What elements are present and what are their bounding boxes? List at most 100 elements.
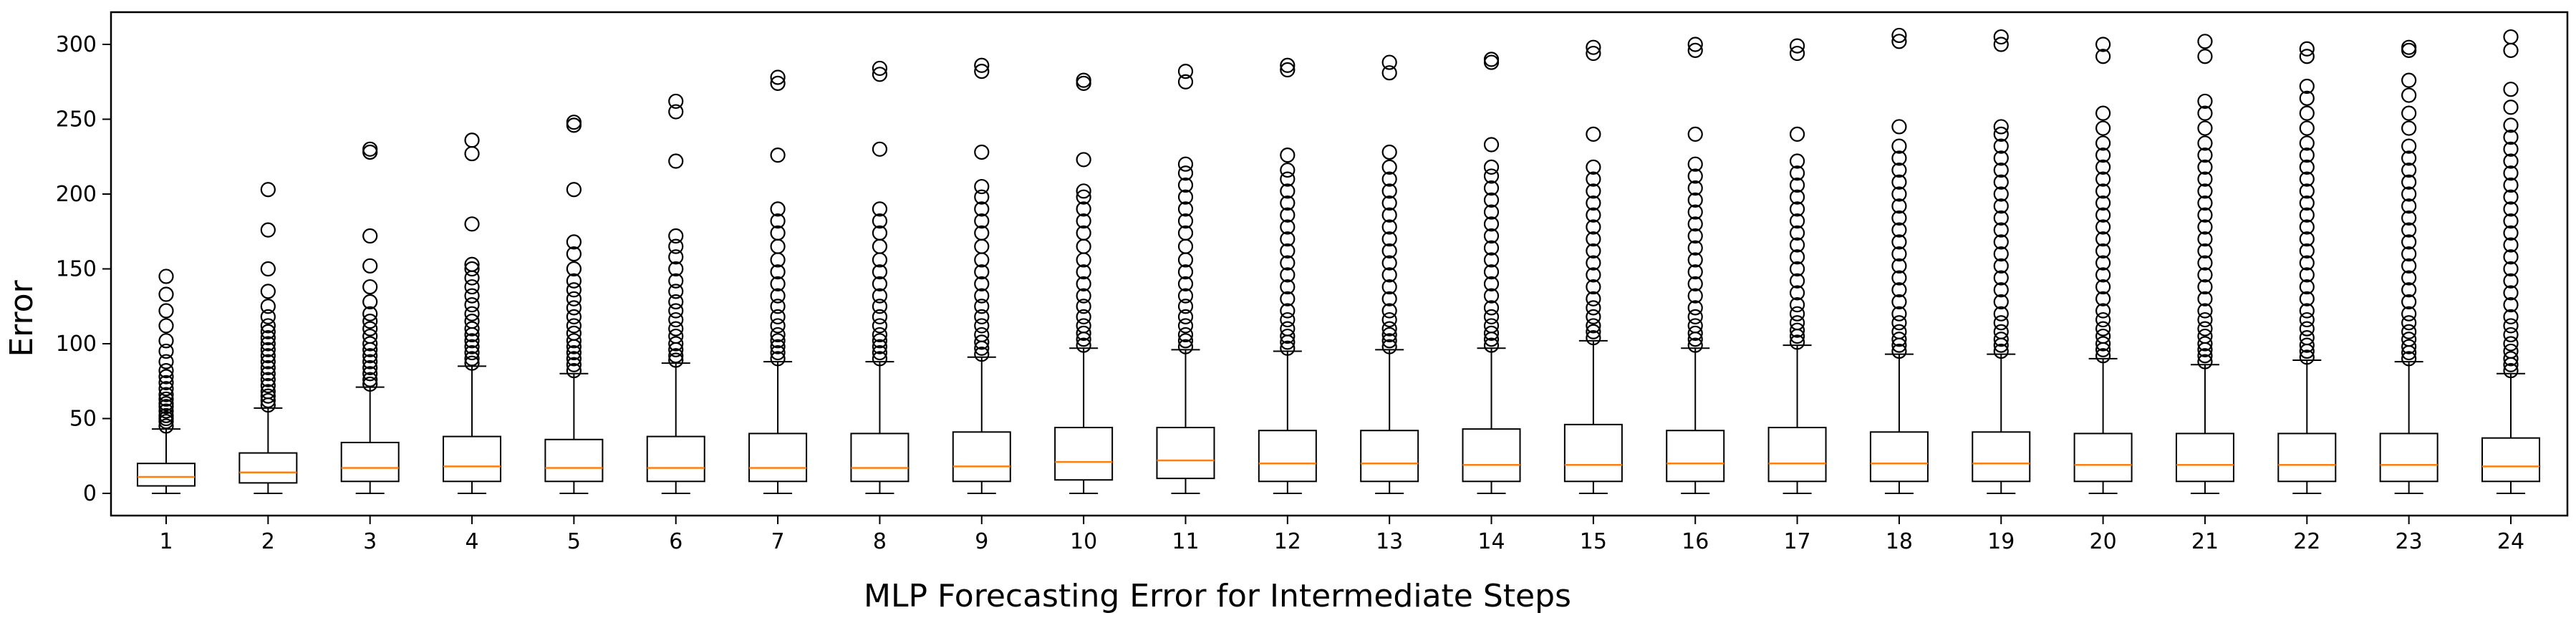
flier-point: [260, 299, 276, 314]
flier-point: [2095, 348, 2111, 364]
flier-point: [872, 318, 888, 334]
plot-frame: [110, 11, 2569, 517]
flier-point: [1280, 195, 1296, 211]
flier-point: [362, 306, 378, 322]
flier-point: [1177, 299, 1194, 314]
flier-point: [1993, 234, 2009, 250]
iqr-box: [238, 452, 298, 484]
flier-point: [1993, 186, 2009, 202]
flier-point: [1381, 311, 1397, 328]
flier-point: [362, 141, 378, 157]
flier-point: [2299, 337, 2315, 353]
flier-point: [1280, 62, 1296, 78]
box-17: [1767, 38, 1827, 494]
flier-point: [2401, 198, 2417, 214]
flier-point: [260, 354, 276, 369]
iqr-box: [748, 433, 808, 483]
flier-point: [1483, 204, 1500, 220]
flier-point: [1177, 327, 1194, 343]
flier-point: [2401, 294, 2417, 310]
flier-point: [566, 363, 582, 379]
flier-point: [1993, 343, 2009, 359]
flier-point: [1586, 231, 1601, 247]
flier-point: [1177, 318, 1194, 334]
flier-point: [2401, 222, 2417, 238]
flier-point: [1789, 297, 1805, 313]
flier-point: [2299, 321, 2315, 337]
flier-point: [1586, 195, 1601, 211]
flier-point: [2401, 332, 2417, 347]
x-tick-label: 24: [2497, 529, 2524, 554]
flier-point: [2197, 255, 2213, 271]
flier-point: [2503, 343, 2519, 359]
flier-point: [464, 333, 480, 349]
flier-point: [2095, 183, 2111, 199]
flier-point: [2401, 162, 2417, 178]
flier-point: [1687, 288, 1703, 304]
box-13: [1360, 54, 1419, 494]
flier-point: [1993, 138, 2009, 154]
flier-point: [1483, 300, 1500, 316]
flier-point: [1280, 328, 1296, 344]
flier-point: [1076, 276, 1091, 291]
flier-point: [1483, 168, 1500, 184]
x-tick-label: 13: [1376, 529, 1403, 554]
y-tick-label: 200: [56, 182, 97, 207]
flier-point: [1280, 291, 1296, 306]
x-ticks-layer: 1 2 3 4 5 6 7 8 9 10 11 12 13 14 15 16 17 18 19 20 21 22 23 24: [159, 516, 2524, 554]
flier-point: [2503, 273, 2519, 289]
flier-point: [2095, 321, 2111, 337]
flier-point: [1687, 264, 1703, 280]
flier-point: [2197, 267, 2213, 283]
flier-point: [770, 264, 786, 280]
boxes-layer: [137, 27, 2540, 494]
flier-point: [1381, 255, 1397, 271]
box-8: [850, 60, 910, 494]
flier-point: [974, 264, 990, 280]
flier-point: [1993, 162, 2009, 178]
flier-point: [566, 117, 582, 133]
flier-point: [1586, 279, 1601, 295]
x-tick-label: 5: [567, 529, 581, 554]
iqr-box: [544, 438, 604, 483]
box-11: [1156, 64, 1215, 494]
flier-point: [1687, 168, 1703, 184]
x-tick-label: 11: [1172, 529, 1199, 554]
flier-point: [1891, 270, 1907, 286]
flier-point: [2503, 82, 2519, 97]
flier-point: [872, 339, 888, 354]
flier-point: [464, 279, 480, 295]
flier-point: [668, 249, 684, 265]
flier-point: [668, 303, 684, 319]
flier-point: [872, 288, 888, 304]
flier-point: [1381, 303, 1397, 319]
flier-point: [1483, 54, 1500, 70]
flier-point: [464, 339, 480, 354]
x-tick-label: 4: [465, 529, 478, 554]
flier-point: [1891, 234, 1907, 250]
flier-point: [1789, 315, 1805, 331]
flier-point: [1483, 180, 1500, 196]
flier-point: [1789, 273, 1805, 289]
flier-point: [974, 213, 990, 229]
flier-point: [158, 369, 174, 385]
flier-point: [1381, 291, 1397, 306]
flier-point: [1687, 332, 1703, 347]
flier-point: [1177, 333, 1194, 349]
flier-point: [2095, 231, 2111, 247]
flier-point: [1687, 276, 1703, 291]
flier-point: [1993, 210, 2009, 226]
iqr-box: [340, 441, 400, 483]
flier-point: [260, 372, 276, 387]
flier-point: [1891, 306, 1907, 322]
flier-point: [1993, 37, 2009, 52]
flier-point: [2197, 93, 2213, 110]
flier-point: [566, 325, 582, 341]
flier-point: [1483, 332, 1500, 347]
flier-point: [1993, 29, 2009, 45]
flier-point: [1687, 318, 1703, 334]
flier-point: [2197, 120, 2213, 136]
flier-point: [770, 288, 786, 304]
flier-point: [1789, 285, 1805, 301]
